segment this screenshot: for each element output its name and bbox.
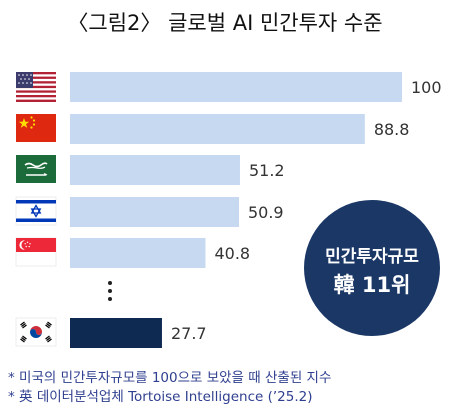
bar-china bbox=[70, 114, 365, 144]
rank-badge: 민간투자규모 韓 11위 bbox=[304, 200, 440, 336]
bar-saudi-arabia bbox=[70, 155, 240, 185]
badge-line2: 韓 11위 bbox=[334, 273, 411, 297]
flag-china bbox=[16, 114, 56, 142]
value-label-singapore: 40.8 bbox=[214, 244, 250, 263]
footnote-1: * 미국의 민간투자규모를 100으로 보았을 때 산출된 지수 bbox=[8, 370, 332, 386]
bar-singapore bbox=[70, 238, 206, 268]
value-label-saudi-arabia: 51.2 bbox=[249, 161, 285, 180]
value-label-china: 88.8 bbox=[374, 120, 410, 139]
bar-usa bbox=[70, 72, 402, 102]
flag-saudi-arabia bbox=[16, 155, 56, 183]
flag-usa bbox=[16, 72, 56, 102]
flag-israel bbox=[15, 196, 57, 226]
vertical-ellipsis bbox=[108, 281, 112, 301]
value-label-south-korea: 27.7 bbox=[171, 324, 207, 343]
chart-title: 〈그림2〉 글로벌 AI 민간투자 수준 bbox=[67, 11, 382, 35]
badge-line1: 민간투자규모 bbox=[325, 247, 419, 267]
value-labels-layer: 100 88.8 51.2 50.9 40.8 27.7 bbox=[171, 78, 442, 343]
flag-south-korea bbox=[15, 317, 57, 347]
footnote-2: * 英 데이터분석업체 Tortoise Intelligence (’25.2… bbox=[8, 389, 313, 405]
value-label-israel: 50.9 bbox=[248, 203, 284, 222]
bar-israel bbox=[70, 197, 239, 227]
bars-layer bbox=[70, 72, 402, 348]
value-label-usa: 100 bbox=[411, 78, 442, 97]
flag-singapore bbox=[15, 237, 57, 267]
bar-south-korea bbox=[70, 318, 162, 348]
